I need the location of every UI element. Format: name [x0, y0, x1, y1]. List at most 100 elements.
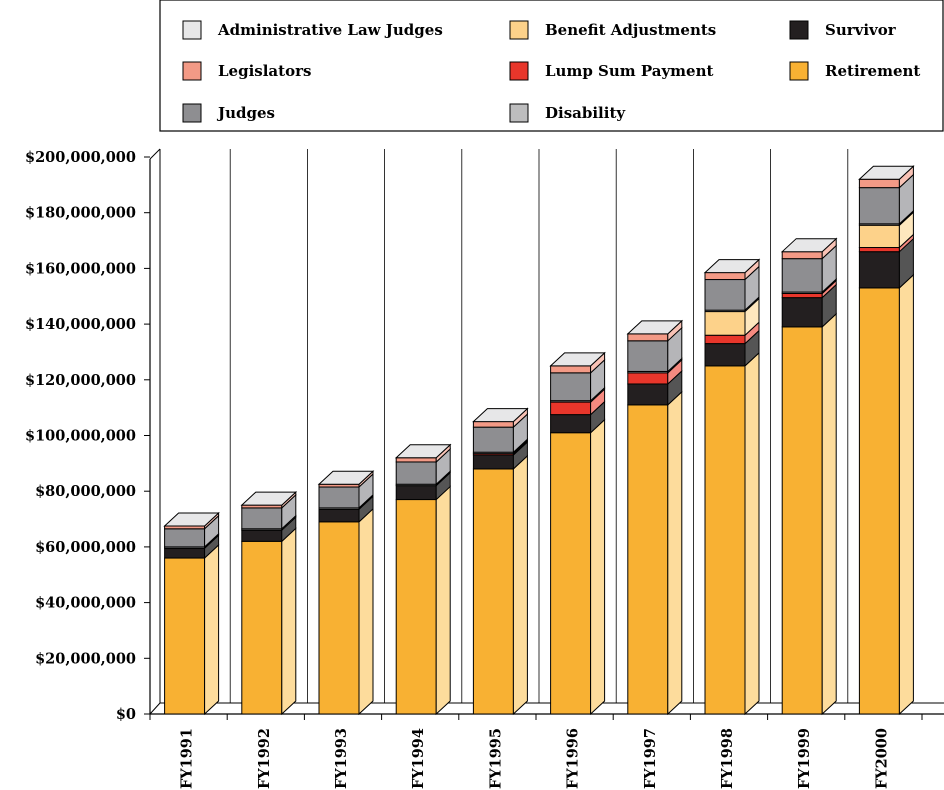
- bar-front: [241, 529, 283, 542]
- bar-side: [204, 543, 220, 716]
- bar-group-fy1995: [472, 407, 529, 716]
- bar-segment-benefit-adjustments: [704, 297, 760, 337]
- bar-segment-retirement: [550, 418, 606, 716]
- bar-front: [241, 540, 283, 715]
- legend-item-administrative-law-judges: Administrative Law Judges: [182, 20, 443, 40]
- bar-top-cap: [626, 320, 684, 335]
- y-tick-label: $160,000,000: [25, 260, 136, 277]
- bar-front: [164, 528, 206, 548]
- bar-side: [281, 527, 297, 716]
- legend-item-retirement: Retirement: [789, 61, 920, 81]
- x-category-label: FY1993: [333, 728, 350, 789]
- x-category-label: FY1995: [487, 728, 504, 789]
- x-category-label: FY1992: [256, 728, 273, 789]
- bar-group-fy1993: [317, 470, 375, 716]
- bar-front: [472, 421, 514, 428]
- legend-box: [159, 0, 944, 132]
- bar-front: [395, 485, 437, 501]
- bar-group-fy1997: [626, 319, 684, 716]
- y-tick-label: $100,000,000: [25, 428, 136, 445]
- legend-item-judges: Judges: [182, 103, 275, 123]
- bar-side: [898, 273, 914, 716]
- bar-segment-judges: [704, 265, 760, 312]
- bar-group-fy1996: [549, 351, 606, 716]
- bar-front: [318, 486, 360, 509]
- y-tick-label: $80,000,000: [35, 483, 136, 500]
- bar-front: [781, 326, 823, 715]
- x-category-label: FY1999: [796, 728, 813, 789]
- bar-group-fy2000: [858, 165, 915, 716]
- legend-swatch: [182, 103, 202, 123]
- bar-segment-retirement: [164, 543, 220, 716]
- x-category-label: FY1991: [179, 728, 196, 789]
- bar-segment-retirement: [395, 485, 451, 716]
- y-axis-tick-labels: $0 $20,000,000 $40,000,000 $60,000,000 $80,0…: [25, 149, 136, 723]
- bar-top-cap: [317, 470, 375, 485]
- y-tick-label: $200,000,000: [25, 149, 136, 166]
- bar-front: [704, 365, 746, 715]
- bar-front: [550, 401, 592, 416]
- x-category-label: FY1998: [719, 728, 736, 789]
- legend-swatch: [509, 20, 529, 40]
- bar-side: [821, 312, 837, 716]
- bar-front: [704, 311, 746, 336]
- legend-swatch: [789, 61, 809, 81]
- y-tick-label: $60,000,000: [35, 539, 136, 556]
- bar-front: [627, 372, 669, 385]
- bar-top-cap: [780, 238, 838, 253]
- legend-label: Survivor: [825, 21, 897, 39]
- bar-front: [858, 178, 900, 189]
- legend-label: Legislators: [218, 62, 311, 80]
- bar-side: [590, 418, 606, 716]
- bar-side: [512, 454, 528, 716]
- legend-label: Retirement: [825, 62, 920, 80]
- bar-front: [395, 457, 437, 463]
- bar-top-cap: [472, 408, 529, 423]
- legend-swatch: [182, 20, 202, 40]
- y-tick-label: $120,000,000: [25, 372, 136, 389]
- bar-front: [704, 272, 746, 281]
- bar-segment-survivor: [627, 369, 683, 407]
- legend-label: Benefit Adjustments: [545, 21, 716, 39]
- legend-swatch: [182, 61, 202, 81]
- bar-segment-judges: [781, 244, 837, 294]
- legend-label: Disability: [545, 104, 626, 122]
- bar-segment-retirement: [472, 454, 528, 716]
- bar-segment-judges: [164, 514, 220, 549]
- bar-front: [781, 258, 823, 293]
- bar-front: [550, 365, 592, 374]
- bar-segment-retirement: [318, 507, 374, 716]
- bar-side: [667, 390, 683, 716]
- bar-front: [627, 383, 669, 406]
- bar-front: [395, 499, 437, 715]
- bar-front: [858, 287, 900, 715]
- legend-item-legislators: Legislators: [182, 61, 311, 81]
- bar-front: [781, 297, 823, 328]
- y-tick-label: $140,000,000: [25, 316, 136, 333]
- bar-front: [858, 187, 900, 225]
- chart-bars: [163, 165, 915, 716]
- legend-label: Administrative Law Judges: [217, 21, 443, 39]
- bar-top-cap: [163, 512, 220, 527]
- y-tick-label: $40,000,000: [35, 595, 136, 612]
- bar-group-fy1992: [240, 490, 298, 716]
- legend-label: Judges: [216, 104, 275, 122]
- bar-front: [704, 334, 746, 345]
- bar-segment-judges: [550, 358, 606, 402]
- bar-front: [550, 414, 592, 434]
- bar-front: [164, 547, 206, 559]
- bar-group-fy1998: [703, 258, 761, 716]
- bar-segment-survivor: [550, 400, 606, 434]
- bar-segment-retirement: [241, 527, 297, 716]
- chart-legend: Administrative Law Judges Benefit Adjustm…: [159, 0, 944, 132]
- bar-front: [241, 507, 283, 530]
- x-axis-category-labels: FY1991 FY1992 FY1993 FY1994 FY1995 FY1996 FY19…: [179, 728, 891, 789]
- bar-group-fy1994: [394, 443, 452, 716]
- bar-front: [781, 251, 823, 260]
- x-category-label: FY1994: [410, 728, 427, 789]
- bar-top-cap: [240, 491, 298, 506]
- bar-front: [704, 279, 746, 311]
- bar-front: [704, 343, 746, 367]
- y-tick-label: $20,000,000: [35, 650, 136, 667]
